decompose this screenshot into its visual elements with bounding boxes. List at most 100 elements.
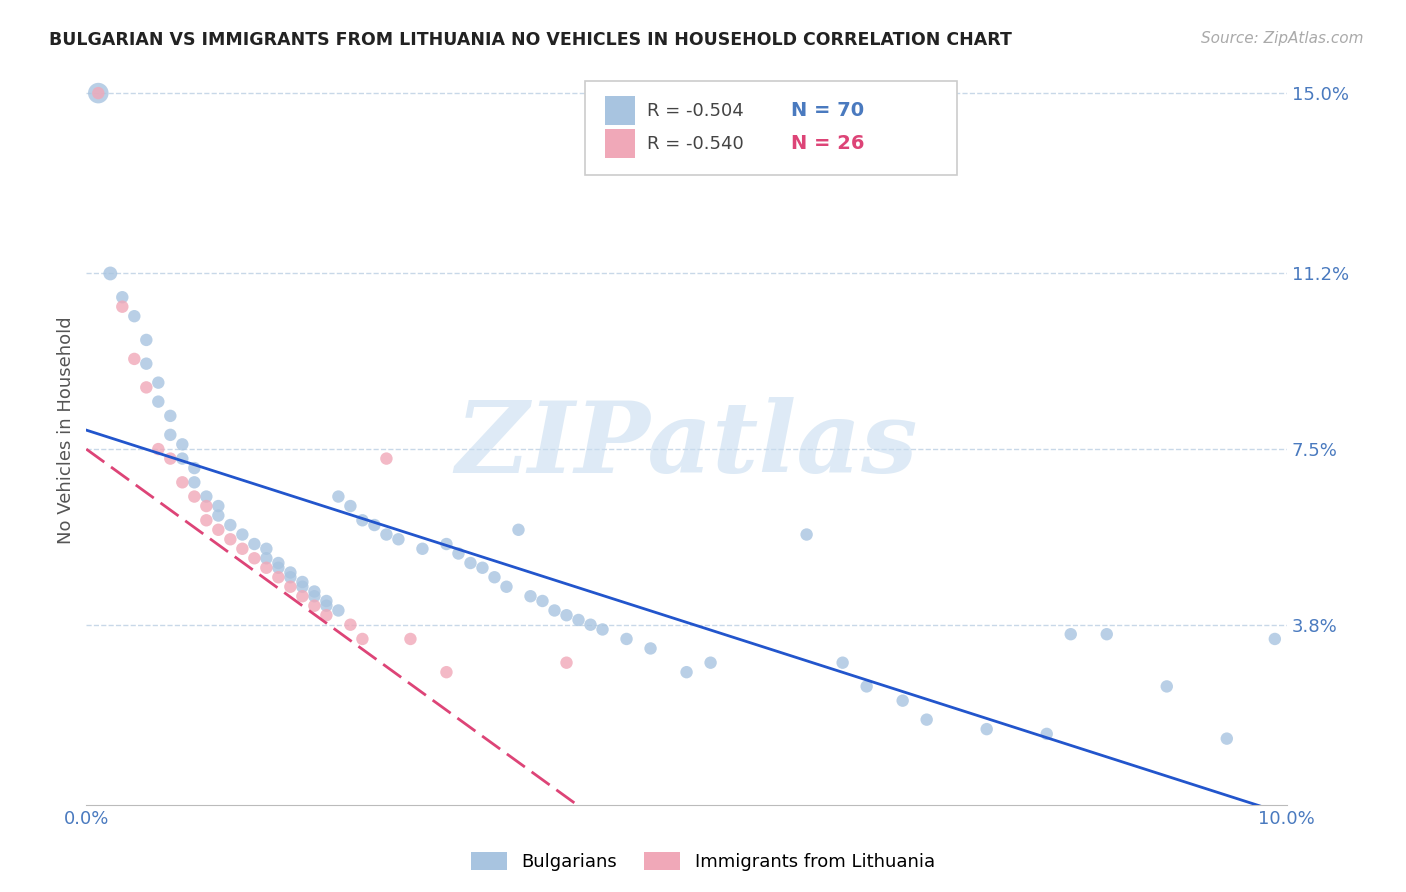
Point [243, 551, 266, 566]
Point [254, 560, 277, 574]
Point [231, 527, 253, 541]
Point [699, 656, 721, 670]
Point [207, 523, 229, 537]
Point [555, 656, 578, 670]
Point [519, 589, 541, 603]
Point [447, 547, 470, 561]
Point [315, 608, 337, 623]
Point [399, 632, 422, 646]
Point [172, 475, 194, 490]
Point [616, 632, 638, 646]
Point [280, 566, 302, 580]
Point [172, 451, 194, 466]
Point [124, 309, 146, 323]
Point [148, 394, 170, 409]
Point [831, 656, 853, 670]
Point [159, 409, 181, 423]
Point [207, 508, 229, 523]
Point [159, 451, 181, 466]
Point [267, 570, 290, 584]
Point [1060, 627, 1083, 641]
Point [543, 603, 565, 617]
Point [291, 574, 314, 589]
Point [891, 693, 914, 707]
Point [183, 475, 205, 490]
Point [219, 518, 242, 533]
Point [1264, 632, 1286, 646]
Point [267, 556, 290, 570]
Point [508, 523, 530, 537]
Point [135, 380, 157, 394]
FancyBboxPatch shape [585, 81, 956, 175]
Point [411, 541, 433, 556]
Point [579, 617, 602, 632]
Text: R = -0.540: R = -0.540 [647, 135, 744, 153]
Point [291, 580, 314, 594]
Point [291, 589, 314, 603]
Point [567, 613, 589, 627]
Point [495, 580, 517, 594]
Point [387, 533, 409, 547]
Point [219, 533, 242, 547]
Point [328, 603, 350, 617]
Point [352, 513, 374, 527]
Point [675, 665, 697, 680]
Point [436, 537, 458, 551]
Point [640, 641, 662, 656]
Point [183, 461, 205, 475]
Point [87, 86, 110, 100]
Bar [605, 129, 636, 158]
Point [1035, 727, 1057, 741]
Text: Source: ZipAtlas.com: Source: ZipAtlas.com [1201, 31, 1364, 46]
Point [98, 267, 121, 281]
Point [328, 490, 350, 504]
Point [87, 86, 110, 100]
Legend: Bulgarians, Immigrants from Lithuania: Bulgarians, Immigrants from Lithuania [464, 845, 942, 879]
Point [148, 442, 170, 456]
Point [471, 560, 494, 574]
Point [855, 680, 877, 694]
Point [315, 594, 337, 608]
Point [148, 376, 170, 390]
Text: ZIPatlas: ZIPatlas [456, 397, 918, 493]
Point [555, 608, 578, 623]
Text: N = 70: N = 70 [792, 101, 865, 120]
Point [531, 594, 554, 608]
Point [183, 490, 205, 504]
Y-axis label: No Vehicles in Household: No Vehicles in Household [58, 317, 75, 544]
Point [280, 580, 302, 594]
Point [267, 560, 290, 574]
Point [315, 599, 337, 613]
Point [976, 722, 998, 736]
Point [135, 333, 157, 347]
Point [484, 570, 506, 584]
Text: N = 26: N = 26 [792, 134, 865, 153]
Text: BULGARIAN VS IMMIGRANTS FROM LITHUANIA NO VEHICLES IN HOUSEHOLD CORRELATION CHAR: BULGARIAN VS IMMIGRANTS FROM LITHUANIA N… [49, 31, 1012, 49]
Point [352, 632, 374, 646]
Point [172, 437, 194, 451]
Point [111, 290, 134, 304]
Point [592, 623, 614, 637]
Point [254, 551, 277, 566]
Point [124, 351, 146, 366]
Point [304, 599, 326, 613]
Point [195, 499, 218, 513]
Point [304, 584, 326, 599]
Point [231, 541, 253, 556]
Text: R = -0.504: R = -0.504 [647, 102, 744, 120]
Point [135, 357, 157, 371]
Point [436, 665, 458, 680]
Point [243, 537, 266, 551]
Point [375, 451, 398, 466]
Point [363, 518, 385, 533]
Point [339, 499, 361, 513]
Point [195, 513, 218, 527]
Point [1156, 680, 1178, 694]
Point [915, 713, 938, 727]
Point [1216, 731, 1239, 746]
Bar [605, 96, 636, 125]
Point [254, 541, 277, 556]
Point [304, 589, 326, 603]
Point [796, 527, 818, 541]
Point [280, 570, 302, 584]
